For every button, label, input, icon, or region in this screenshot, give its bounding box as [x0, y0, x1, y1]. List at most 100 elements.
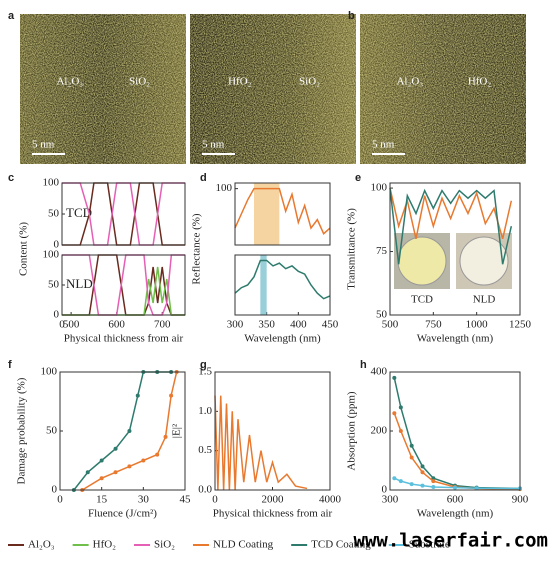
x-tick-label: 0 [59, 319, 65, 331]
watermark: www.laserfair.com [354, 530, 548, 552]
legend-label: HfO₂ [93, 539, 117, 551]
scale-label: 5 nm [32, 139, 55, 151]
y-tick-label: 100 [43, 177, 60, 189]
data-point [163, 434, 168, 439]
y-axis-label: Reflectance (%) [191, 213, 203, 284]
y-axis-label: Absorption (ppm) [346, 391, 358, 470]
x-tick-label: 0 [57, 494, 63, 506]
data-point [155, 452, 160, 457]
data-point [113, 446, 118, 451]
plot-frame [389, 182, 521, 316]
data-point [99, 476, 104, 481]
data-point [453, 485, 457, 490]
panel-label: e [355, 172, 361, 184]
sample-disc [397, 236, 447, 286]
data-point [392, 411, 397, 416]
y-tick-label: 100 [43, 249, 60, 261]
panel-label: f [8, 359, 12, 371]
x-tick-label: 350 [258, 319, 275, 331]
series-line [393, 413, 521, 490]
panel-label: d [200, 172, 207, 184]
legend-label: Al₂O₃ [28, 539, 55, 551]
scale-label: 5 nm [202, 139, 225, 151]
photo-label: TCD [411, 294, 433, 306]
y-tick-label: 50 [376, 309, 388, 321]
highlight-band [260, 255, 267, 315]
series-line [234, 187, 331, 235]
data-point [420, 483, 425, 488]
y-tick-label: 100 [371, 182, 388, 194]
x-tick-label: 400 [290, 319, 307, 331]
y-tick-label: 1.0 [198, 405, 212, 417]
data-point [392, 375, 397, 380]
data-point [392, 476, 397, 481]
y-tick-label: 0 [382, 484, 388, 496]
series-line [389, 187, 513, 240]
plot-frame [389, 371, 521, 491]
x-tick-label: 4000 [319, 494, 342, 506]
plot-frame [59, 371, 186, 491]
y-tick-label: 100 [216, 182, 233, 194]
data-point [169, 393, 174, 398]
legend-label: SiO₂ [154, 539, 175, 551]
phase-label: SiO₂ [299, 76, 320, 88]
tem-texture [360, 14, 526, 164]
y-tick-label: 0 [54, 239, 60, 251]
plot-frame [234, 182, 331, 246]
data-point [99, 458, 104, 463]
x-tick-label: 45 [180, 494, 192, 506]
plot-frame [61, 182, 186, 246]
x-tick-label: 450 [322, 319, 339, 331]
x-axis-label: Physical thickness from air [213, 508, 333, 520]
legend-label: TCD Coating [311, 539, 371, 551]
x-tick-label: 15 [96, 494, 108, 506]
data-point [420, 464, 425, 469]
series-line [214, 395, 308, 491]
data-point [420, 470, 425, 475]
y-tick-label: 0.5 [198, 444, 212, 456]
x-tick-label: 900 [512, 494, 529, 506]
x-axis-label: Fluence (J/cm²) [88, 508, 157, 520]
phase-label: Al₂O₃ [56, 76, 83, 88]
data-point [431, 476, 436, 481]
legend-label: NLD Coating [213, 539, 274, 551]
tem-texture [190, 14, 356, 164]
data-point [127, 429, 132, 433]
y-tick-label: 50 [48, 208, 60, 220]
y-axis-label: Content (%) [18, 222, 30, 276]
data-point [409, 455, 414, 460]
series-line [393, 377, 521, 490]
data-point [431, 479, 436, 484]
sample-disc [459, 236, 509, 286]
data-point [474, 486, 479, 491]
data-point [398, 405, 403, 410]
y-axis-label: Damage probability (%) [16, 377, 28, 484]
data-point [409, 482, 414, 487]
x-tick-label: 500 [382, 319, 399, 331]
photo-label: NLD [473, 294, 496, 306]
y-tick-label: 200 [371, 425, 388, 437]
y-tick-label: 0.0 [198, 484, 212, 496]
y-tick-label: 400 [371, 366, 388, 378]
data-point [398, 429, 403, 433]
y-tick-label: 0 [54, 309, 60, 321]
x-tick-label: 500 [63, 319, 80, 331]
panel-label: b [348, 10, 355, 22]
x-tick-label: 300 [227, 319, 244, 331]
y-tick-label: 50 [48, 279, 60, 291]
y-axis-label: |E|² [171, 423, 183, 438]
data-point [398, 479, 403, 484]
x-tick-label: 600 [108, 319, 125, 331]
data-point [85, 470, 90, 475]
x-axis-label: Wavelength (nm) [417, 508, 494, 520]
data-point [431, 485, 436, 490]
data-point [113, 470, 118, 475]
y-tick-label: 75 [376, 245, 388, 257]
y-axis-label: Transmittance (%) [346, 208, 358, 290]
series-line [234, 259, 331, 300]
subplot-label: NLD [66, 276, 93, 291]
y-tick-label: 1.5 [198, 366, 212, 378]
data-point [135, 393, 140, 398]
